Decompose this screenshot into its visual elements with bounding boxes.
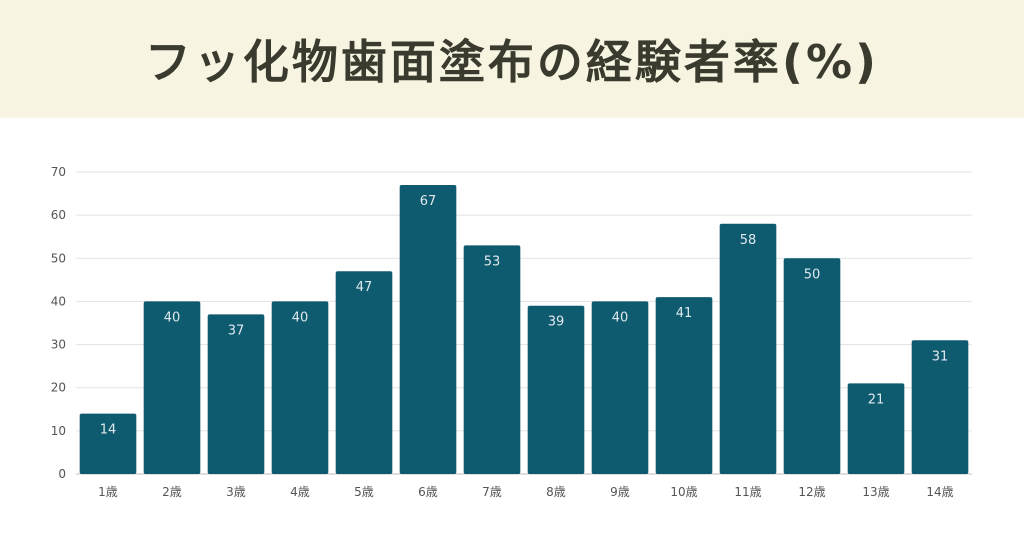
x-tick-label: 11歳 (734, 485, 761, 499)
data-label: 47 (356, 280, 373, 295)
data-label: 58 (740, 233, 757, 248)
data-label: 14 (100, 423, 117, 438)
data-labels: 14 40 37 40 47 67 53 39 40 41 58 50 21 31 (100, 194, 949, 438)
data-label: 40 (164, 310, 181, 325)
bar (591, 301, 649, 474)
x-tick-label: 13歳 (862, 485, 889, 499)
x-tick-label: 1歳 (98, 485, 118, 499)
x-tick-label: 9歳 (610, 485, 630, 499)
data-label: 37 (228, 323, 245, 338)
x-tick-label: 14歳 (926, 485, 953, 499)
x-axis-ticks: 1歳 2歳 3歳 4歳 5歳 6歳 7歳 8歳 9歳 10歳 11歳 12歳 13歳 14歳 (98, 485, 953, 499)
data-label: 50 (804, 267, 821, 282)
bar (719, 223, 777, 474)
bar (399, 184, 457, 474)
bar (527, 305, 585, 474)
bar (847, 383, 905, 474)
data-label: 39 (548, 315, 565, 330)
data-label: 31 (932, 349, 949, 364)
bar (911, 340, 969, 474)
y-tick-label: 40 (51, 294, 66, 308)
y-tick-label: 0 (58, 467, 66, 481)
x-tick-label: 10歳 (670, 485, 697, 499)
data-label: 41 (676, 306, 693, 321)
bar (335, 271, 393, 474)
x-tick-label: 4歳 (290, 485, 310, 499)
y-tick-label: 30 (51, 338, 66, 352)
x-tick-label: 6歳 (418, 485, 438, 499)
bar (143, 301, 201, 474)
x-tick-label: 2歳 (162, 485, 182, 499)
bar (783, 258, 841, 474)
x-tick-label: 5歳 (354, 485, 374, 499)
y-tick-label: 10 (51, 424, 66, 438)
chart-title: フッ化物歯面塗布の経験者率(%) (144, 35, 880, 89)
x-tick-label: 8歳 (546, 485, 566, 499)
data-label: 53 (484, 254, 501, 269)
bar (79, 413, 137, 474)
bar-chart: 0 10 20 30 40 50 60 70 14 40 37 40 47 67 53 39 40 41 58 50… (51, 165, 972, 499)
chart-header: フッ化物歯面塗布の経験者率(%) (0, 0, 1024, 118)
bar (207, 314, 265, 474)
x-tick-label: 3歳 (226, 485, 246, 499)
y-tick-label: 70 (51, 165, 66, 179)
bar (271, 301, 329, 474)
y-tick-label: 20 (51, 381, 66, 395)
data-label: 40 (292, 310, 309, 325)
y-axis-ticks: 0 10 20 30 40 50 60 70 (51, 165, 66, 481)
data-label: 40 (612, 310, 629, 325)
x-tick-label: 12歳 (798, 485, 825, 499)
bar (463, 245, 521, 474)
data-label: 67 (420, 194, 437, 209)
y-tick-label: 50 (51, 251, 66, 265)
bars (79, 184, 969, 474)
y-tick-label: 60 (51, 208, 66, 222)
data-label: 21 (868, 392, 885, 407)
bar (655, 297, 713, 474)
x-tick-label: 7歳 (482, 485, 502, 499)
